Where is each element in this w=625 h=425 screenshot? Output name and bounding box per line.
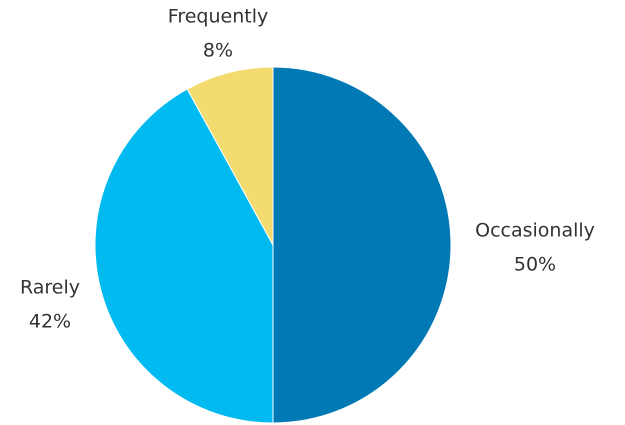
slice-label-rarely: Rarely <box>20 277 80 299</box>
labels-layer: Occasionally 50% Rarely 42% Frequently 8% <box>20 6 595 333</box>
pie-slice-occasionally <box>272 66 452 424</box>
slice-label-frequently: Frequently <box>168 6 268 28</box>
slice-label-occasionally: Occasionally <box>475 220 595 242</box>
slice-value-occasionally: 50% <box>514 254 556 276</box>
pie-slice-rarely <box>94 88 274 424</box>
pie-slice-frequently <box>186 66 274 246</box>
slices-layer <box>94 66 452 424</box>
slice-value-frequently: 8% <box>203 40 233 62</box>
slice-value-rarely: 42% <box>29 311 71 333</box>
